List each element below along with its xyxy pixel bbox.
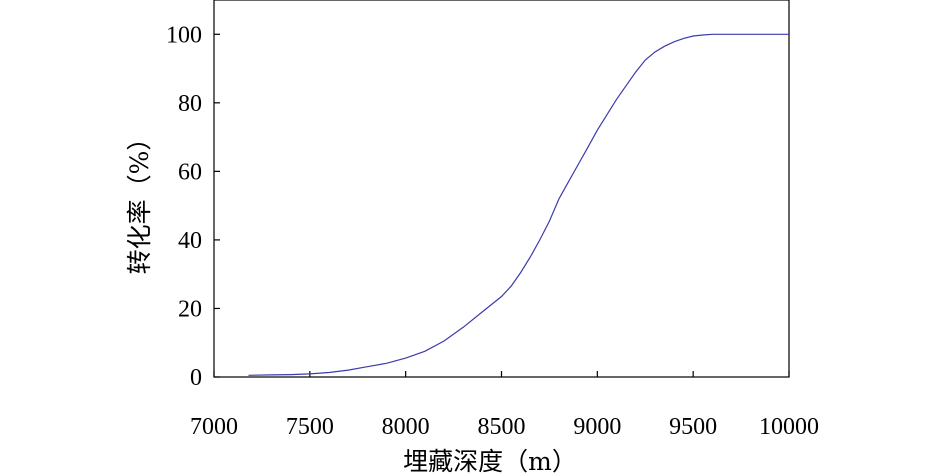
y-axis-ticks	[214, 33, 220, 378]
x-tick-label: 9000	[573, 414, 621, 440]
y-tick-label: 40	[178, 228, 202, 254]
conversion-rate-line	[248, 33, 789, 376]
x-tick-label: 7000	[190, 414, 238, 440]
y-tick-label: 80	[178, 91, 202, 117]
x-axis-tick-labels: 7000 7500 8000 8500 9000 9500 10000	[190, 414, 819, 440]
x-axis-title: 埋藏深度（m）	[403, 447, 577, 475]
plot-area-frame	[213, 0, 790, 378]
x-tick-label: 7500	[286, 414, 334, 440]
x-tick-label: 10000	[759, 414, 819, 440]
y-axis-title: 转化率（%）	[125, 126, 154, 275]
y-tick-label: 20	[178, 296, 202, 322]
y-tick-label: 60	[178, 159, 202, 185]
y-axis-tick-labels: 0 20 40 60 80 100	[166, 22, 202, 391]
y-tick-label: 0	[190, 365, 202, 391]
y-tick-label: 100	[166, 22, 202, 48]
x-tick-label: 9500	[669, 414, 717, 440]
x-tick-label: 8000	[382, 414, 430, 440]
x-axis-ticks	[213, 371, 790, 377]
x-tick-label: 8500	[478, 414, 526, 440]
